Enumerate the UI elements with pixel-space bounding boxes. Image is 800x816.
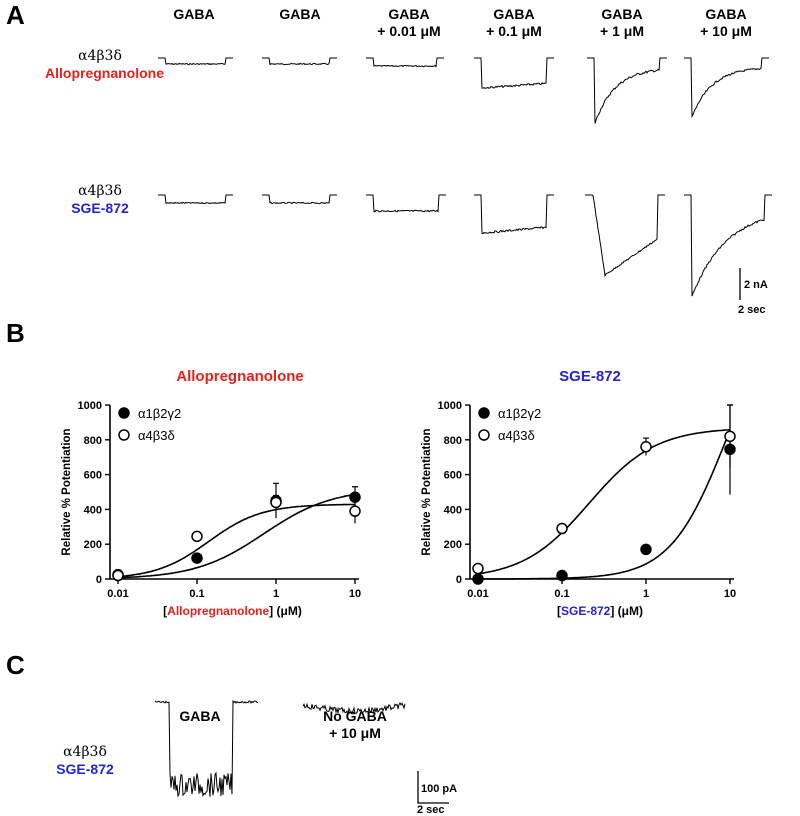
- panel-a-traces: [158, 57, 772, 300]
- x-tick-label: 0.1: [554, 588, 569, 600]
- panel-c-scale-time: 2 sec: [417, 804, 445, 816]
- panel-a-col-4-header: GABA + 0.1 μM: [486, 6, 542, 39]
- x-axis-label: [SGE-872] (μM): [557, 604, 643, 618]
- data-point: [724, 430, 736, 443]
- data-point: [191, 530, 203, 543]
- y-tick-label: 400: [84, 504, 102, 516]
- data-point: [191, 552, 203, 564]
- x-tick-label: 10: [724, 588, 736, 600]
- x-tick-label: 0.01: [467, 588, 488, 600]
- y-tick-label: 0: [456, 574, 462, 586]
- fit-curve: [118, 493, 356, 579]
- y-tick-label: 1000: [438, 400, 462, 412]
- panel-a-row-2-label: α4β3δ SGE-872: [45, 183, 155, 217]
- y-tick-label: 200: [444, 539, 462, 551]
- data-point: [349, 505, 361, 517]
- panel-a-scale-bar: [739, 268, 741, 300]
- data-point: [640, 441, 652, 453]
- row-1-drug: Allopregnanolone: [45, 65, 164, 81]
- chart-1-title: Allopregnanolone: [176, 368, 304, 385]
- y-tick-label: 400: [444, 504, 462, 516]
- y-tick-label: 600: [84, 470, 102, 482]
- panel-c-col-1-header: GABA: [179, 708, 221, 724]
- panel-a-col-2-header: GABA: [279, 6, 321, 22]
- chart-2-title: SGE-872: [559, 368, 621, 385]
- legend-marker: [118, 429, 130, 441]
- y-axis-label: Relative % Potentiation: [421, 428, 433, 555]
- panel-a-col-6-header: GABA + 10 μM: [700, 6, 752, 39]
- legend-label: α1β2γ2: [138, 406, 181, 421]
- legend-label: α4β3δ: [498, 428, 535, 443]
- panel-a-col-1-header: GABA: [173, 6, 215, 22]
- y-axis-label: Relative % Potentiation: [61, 428, 73, 555]
- y-tick-label: 600: [444, 470, 462, 482]
- legend-label: α4β3δ: [138, 428, 175, 443]
- data-point: [556, 569, 568, 582]
- y-tick-label: 200: [84, 539, 102, 551]
- fit-curve: [477, 428, 731, 575]
- panel-c-traces: [154, 699, 449, 804]
- legend-marker: [478, 429, 490, 441]
- row-1-subunit: α4β3δ: [78, 48, 122, 64]
- legend-marker: [118, 407, 130, 419]
- x-tick-label: 0.1: [189, 588, 204, 600]
- data-point: [112, 569, 124, 582]
- row-2-drug: SGE-872: [71, 200, 129, 216]
- panel-a-col-5-header: GABA + 1 μM: [600, 6, 644, 39]
- panel-a-row-1-label: α4β3δ Allopregnanolone: [45, 48, 164, 82]
- y-tick-label: 0: [96, 574, 102, 586]
- x-axis-label: [Allopregnanolone] (μM): [163, 604, 302, 618]
- row-2-subunit: α4β3δ: [78, 183, 122, 199]
- data-point: [270, 496, 282, 509]
- panel-a-col-3-header: GABA + 0.01 μM: [377, 6, 441, 39]
- x-tick-label: 1: [643, 588, 649, 600]
- panel-c-subunit: α4β3δ: [63, 744, 107, 760]
- data-point: [472, 562, 484, 575]
- panel-b-letter: B: [6, 318, 25, 348]
- panel-c-row-label: α4β3δ SGE-872: [30, 744, 140, 778]
- x-tick-label: 1: [273, 588, 279, 600]
- chart-axes: [109, 405, 359, 580]
- panel-a-scale-time: 2 sec: [738, 304, 766, 316]
- fit-curve: [478, 430, 731, 580]
- panel-c-letter: C: [6, 650, 25, 680]
- panel-c-drug: SGE-872: [56, 761, 114, 777]
- fit-curve: [117, 503, 355, 578]
- panel-c-scale-bar: [417, 771, 449, 804]
- data-point: [556, 522, 568, 535]
- panel-c-scale-current: 100 pA: [421, 783, 458, 795]
- x-tick-label: 0.01: [107, 588, 128, 600]
- panel-a-letter: A: [6, 0, 25, 30]
- y-tick-label: 800: [84, 435, 102, 447]
- x-tick-label: 10: [349, 588, 361, 600]
- y-tick-label: 1000: [78, 400, 102, 412]
- legend-label: α1β2γ2: [498, 406, 541, 421]
- data-point: [640, 543, 652, 556]
- panel-a-scale-current: 2 nA: [744, 279, 768, 291]
- y-tick-label: 800: [444, 435, 462, 447]
- legend-marker: [478, 407, 490, 419]
- data-point: [472, 573, 484, 585]
